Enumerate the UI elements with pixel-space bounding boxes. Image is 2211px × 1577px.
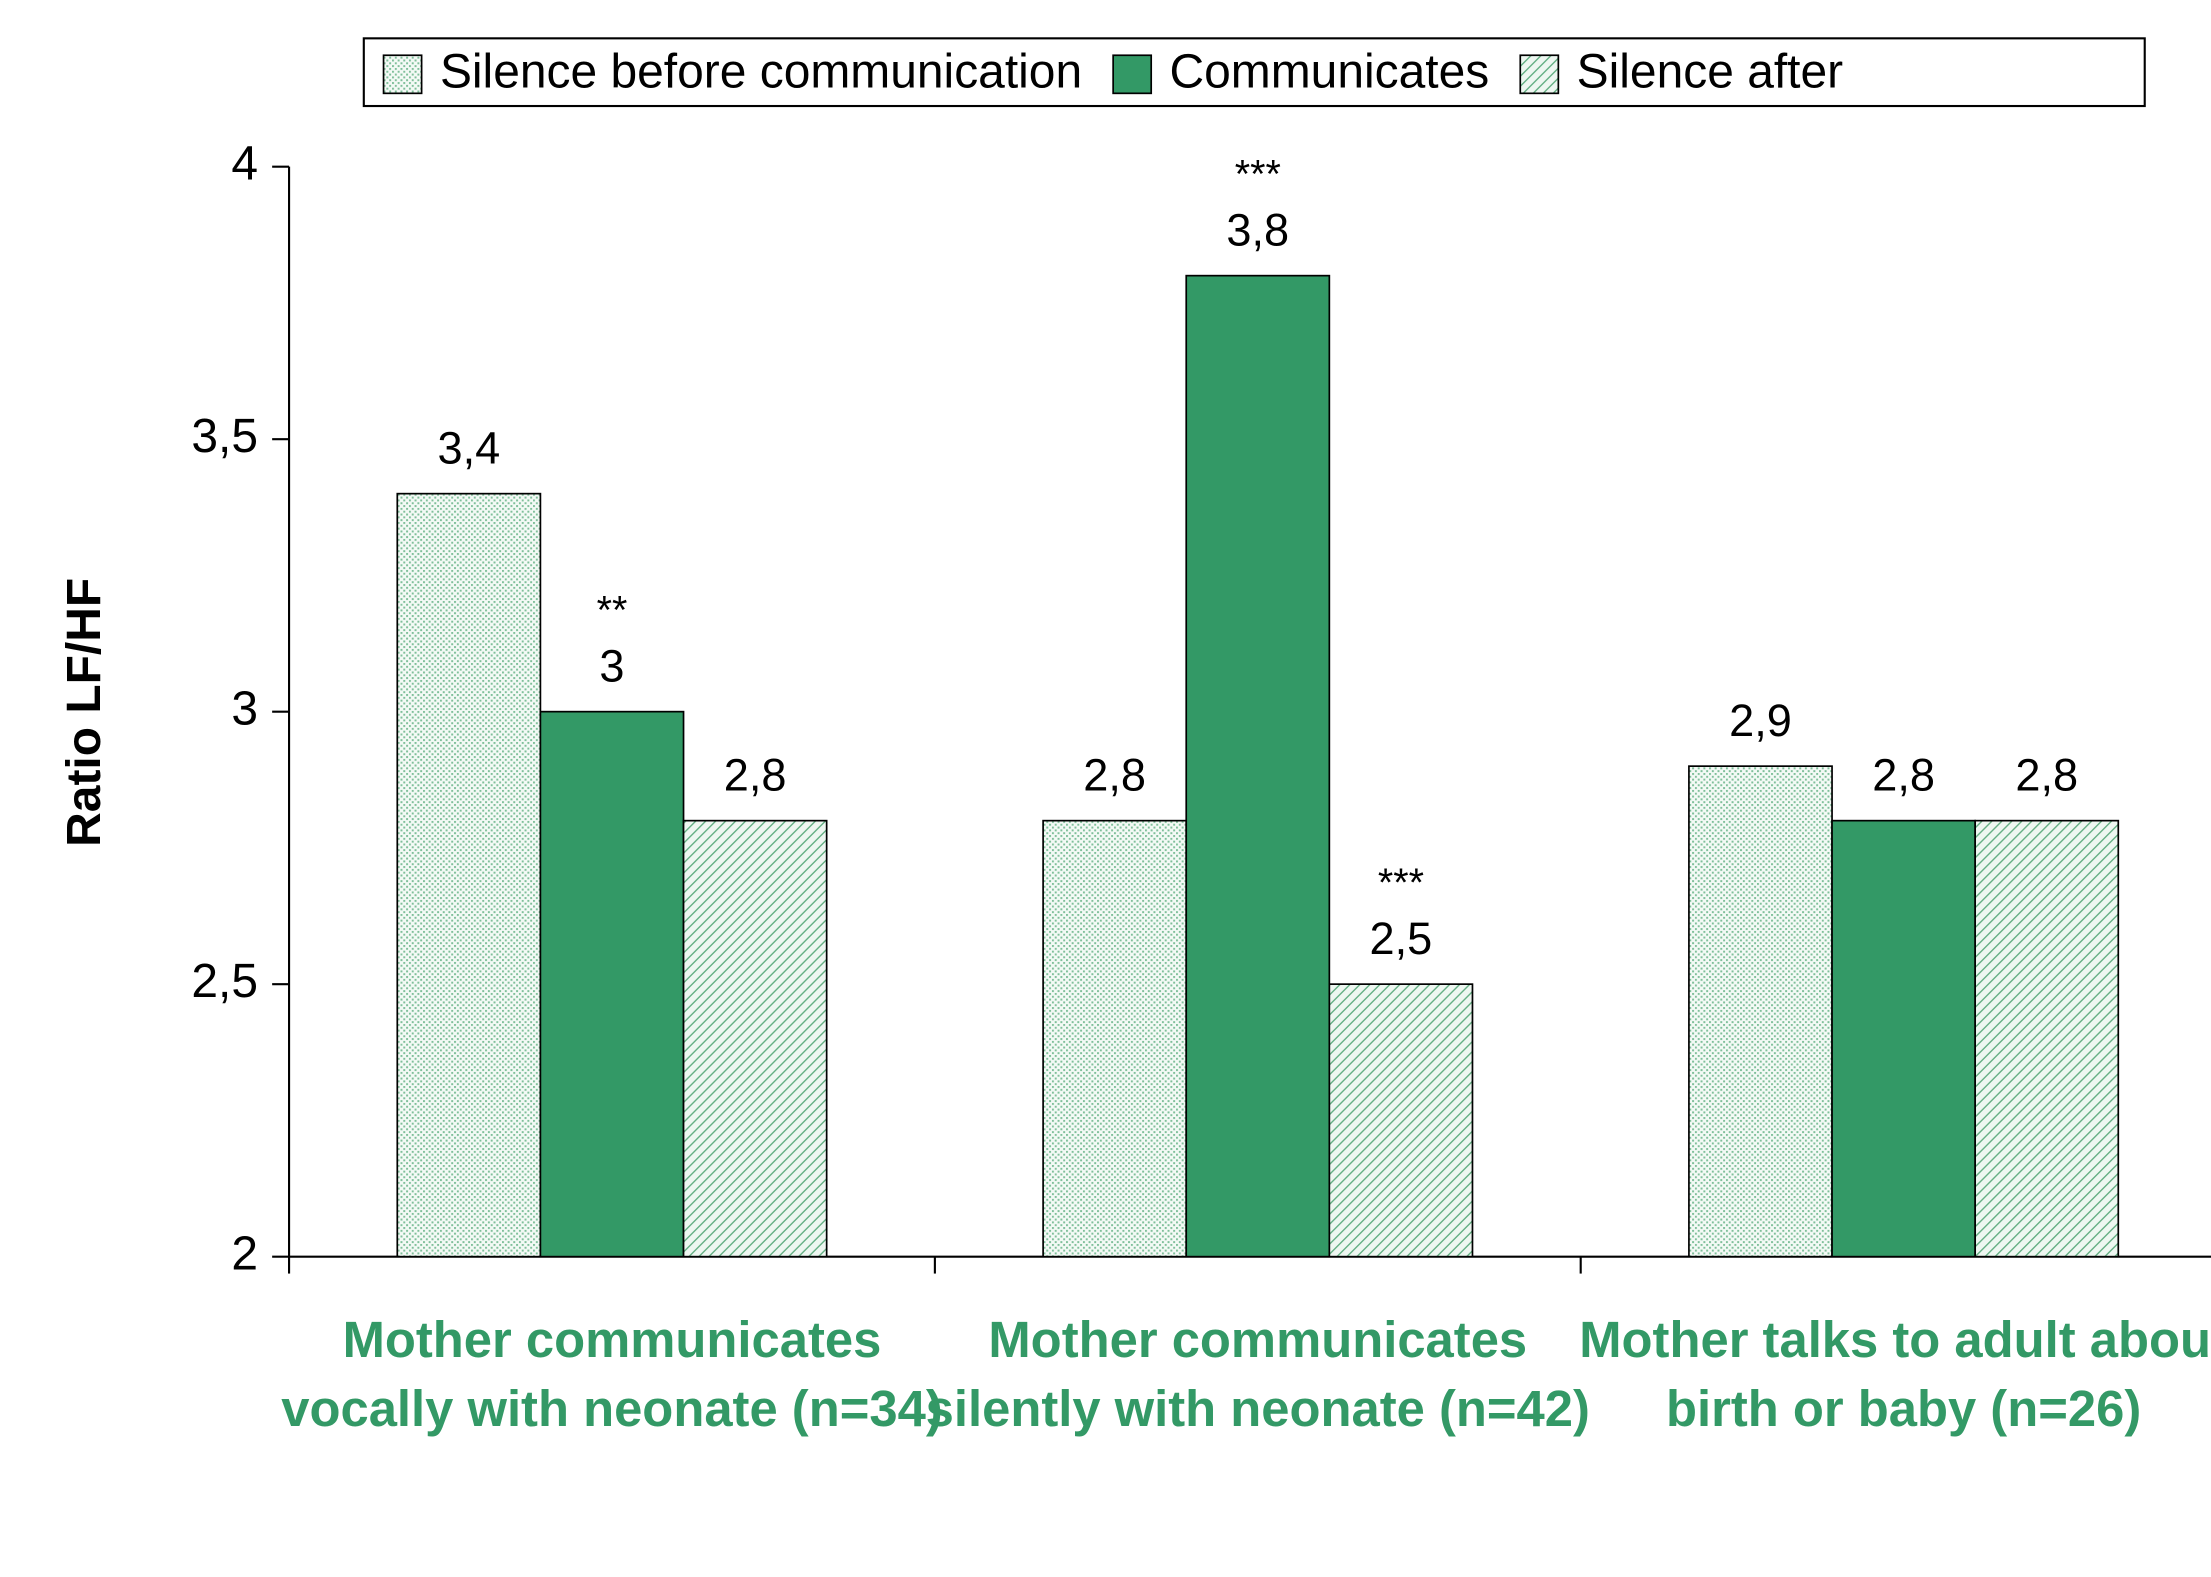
value-label: 2,8 xyxy=(724,749,787,800)
value-label: 3 xyxy=(599,640,624,691)
legend-box xyxy=(362,37,2146,108)
legend-swatch xyxy=(1112,54,1153,95)
bar xyxy=(1831,819,1977,1258)
bar xyxy=(1042,819,1188,1258)
bar xyxy=(539,710,685,1258)
bar xyxy=(682,819,828,1258)
bar xyxy=(1328,983,1474,1258)
legend-label: Silence before communication xyxy=(440,46,1082,99)
bar xyxy=(1185,274,1331,1258)
y-axis-label: Ratio LF/HF xyxy=(58,578,111,847)
value-label: 2,5 xyxy=(1370,913,1433,964)
significance-label: *** xyxy=(1378,861,1424,905)
legend-label: Communicates xyxy=(1170,46,1490,99)
x-tick-label: Mother communicates vocally with neonate… xyxy=(281,1310,943,1438)
y-tick-label: 2,5 xyxy=(191,955,258,1008)
bar xyxy=(1688,765,1833,1258)
y-tick-label: 4 xyxy=(231,137,258,190)
x-tick-label: Mother talks to adult about birth or bab… xyxy=(1579,1310,2211,1438)
value-label: 3,8 xyxy=(1226,204,1289,255)
significance-label: ** xyxy=(597,588,628,632)
bar xyxy=(396,492,542,1258)
y-tick-label: 3,5 xyxy=(191,410,258,463)
bar xyxy=(1974,819,2120,1258)
x-tick-label-box: Mother communicates vocally with neonate… xyxy=(281,1310,943,1438)
x-tick-label-box: Mother talks to adult about birth or bab… xyxy=(1579,1310,2211,1438)
x-tick-label: Mother communicates silently with neonat… xyxy=(925,1310,1590,1438)
value-label: 2,8 xyxy=(1083,749,1146,800)
y-tick-label: 3 xyxy=(231,682,258,735)
legend-swatch xyxy=(382,54,423,95)
x-tick-label-box: Mother communicates silently with neonat… xyxy=(925,1310,1590,1438)
legend-swatch xyxy=(1519,54,1560,95)
significance-label: *** xyxy=(1235,152,1281,196)
value-label: 2,9 xyxy=(1729,695,1792,746)
legend-label: Silence after xyxy=(1577,46,1844,99)
y-tick-label: 2 xyxy=(231,1227,258,1280)
value-label: 3,4 xyxy=(437,422,500,473)
value-label: 2,8 xyxy=(2015,749,2078,800)
value-label: 2,8 xyxy=(1872,749,1935,800)
